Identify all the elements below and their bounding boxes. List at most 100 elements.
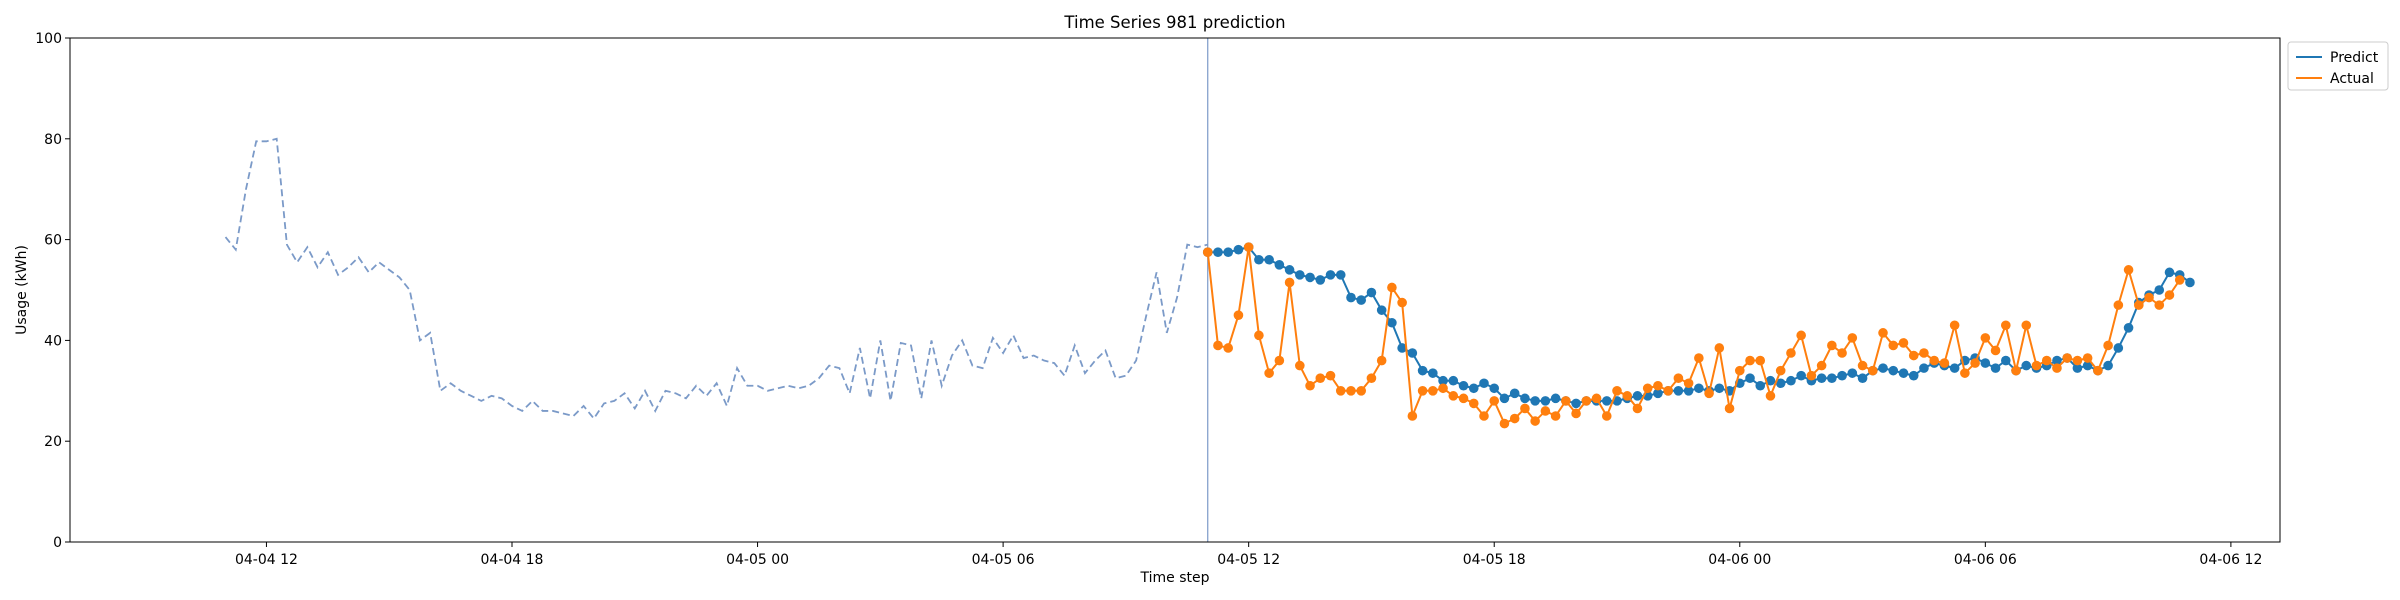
x-tick-label: 04-06 06 <box>1954 552 2017 568</box>
predict-point <box>1305 272 1315 283</box>
predict-point <box>1540 396 1551 406</box>
predict-point <box>1786 375 1796 386</box>
actual-point <box>2093 365 2103 376</box>
predict-point <box>1213 247 1223 257</box>
predict-point <box>1458 380 1469 391</box>
actual-point <box>1540 406 1551 416</box>
predict-point <box>1908 370 1919 381</box>
predict-point <box>1233 244 1244 255</box>
chart-title: Time Series 981 prediction <box>1063 13 1285 32</box>
predict-point <box>1653 388 1663 399</box>
predict-point <box>2185 277 2195 288</box>
actual-point <box>1919 348 1929 358</box>
predict-point <box>1816 373 1827 384</box>
predict-point <box>1417 365 1428 376</box>
plot-area <box>224 38 2195 542</box>
predict-point <box>1796 370 1806 381</box>
predict-point <box>1509 388 1520 399</box>
actual-point <box>1939 358 1950 368</box>
actual-point <box>1632 403 1643 414</box>
predict-point <box>1274 260 1285 270</box>
predict-point <box>1438 375 1448 386</box>
actual-point <box>1990 345 2001 356</box>
x-axis-title: Time step <box>1140 570 1210 586</box>
predict-point <box>1714 383 1725 394</box>
predict-point <box>2164 267 2175 278</box>
predict-point <box>1888 365 1899 376</box>
actual-point <box>1356 386 1367 396</box>
predict-point <box>1878 363 1888 373</box>
actual-point <box>2134 300 2144 310</box>
predict-point <box>2113 343 2124 353</box>
actual-point <box>2164 290 2175 300</box>
x-tick-label: 04-05 00 <box>726 552 789 568</box>
actual-point <box>2011 365 2021 376</box>
actual-point <box>1806 370 1817 381</box>
actual-point <box>1755 355 1766 366</box>
actual-point <box>1683 378 1694 389</box>
x-tick-label: 04-06 12 <box>2199 552 2262 568</box>
actual-point <box>1949 320 1960 331</box>
actual-point <box>1417 386 1428 396</box>
actual-point <box>1827 340 1837 351</box>
actual-point <box>1786 348 1796 358</box>
actual-point <box>1714 343 1725 353</box>
actual-point <box>1550 411 1561 421</box>
predict-point <box>1765 375 1776 386</box>
predict-point <box>1755 380 1766 391</box>
predict-point <box>1366 287 1377 298</box>
actual-point <box>1581 396 1592 406</box>
legend-label-predict: Predict <box>2330 50 2379 66</box>
legend: Predict Actual <box>2287 41 2389 91</box>
predict-point <box>1571 398 1581 409</box>
actual-point <box>1601 411 1612 421</box>
history-line <box>224 137 1208 421</box>
actual-point <box>1233 310 1244 321</box>
predict-point <box>1745 373 1755 384</box>
predict-point <box>1468 383 1479 394</box>
actual-point <box>1591 393 1602 404</box>
predict-point <box>1335 270 1346 280</box>
y-tick-label: 20 <box>44 434 62 450</box>
actual-point <box>1376 355 1387 366</box>
actual-point <box>1479 411 1489 421</box>
predict-point <box>1898 368 1909 378</box>
actual-point <box>1295 360 1305 371</box>
predict-point <box>1407 348 1418 358</box>
predict-point <box>1919 363 1929 373</box>
actual-point <box>1867 365 1878 376</box>
predict-point <box>1673 386 1684 396</box>
predict-point <box>1315 275 1326 285</box>
actual-point <box>2062 353 2072 363</box>
actual-point <box>1857 360 1868 371</box>
predict-point <box>1520 393 1530 404</box>
actual-point <box>1213 340 1223 351</box>
x-tick-label: 04-04 18 <box>481 552 544 568</box>
x-tick-label: 04-05 18 <box>1463 552 1526 568</box>
actual-point <box>1642 383 1653 394</box>
predict-point <box>1376 305 1387 315</box>
x-tick-label: 04-05 06 <box>972 552 1035 568</box>
predict-point <box>2021 360 2032 371</box>
predict-point <box>2052 355 2062 366</box>
predict-point <box>1448 375 1459 386</box>
y-tick-label: 0 <box>53 535 62 551</box>
predict-point <box>1530 396 1540 406</box>
predict-point <box>2154 285 2165 295</box>
actual-point <box>1980 333 1991 343</box>
actual-point <box>1970 358 1980 368</box>
actual-point <box>1520 403 1530 414</box>
actual-point <box>1223 343 1233 353</box>
x-tick-label: 04-06 00 <box>1708 552 1771 568</box>
predict-point <box>1683 386 1694 396</box>
actual-point <box>1878 328 1888 338</box>
legend-label-actual: Actual <box>2330 71 2374 87</box>
actual-point <box>1315 373 1326 384</box>
predict-point <box>1264 254 1274 265</box>
actual-point <box>1724 403 1735 414</box>
predict-point <box>1479 378 1489 389</box>
predict-point <box>1847 368 1858 378</box>
predict-point <box>1857 373 1868 384</box>
